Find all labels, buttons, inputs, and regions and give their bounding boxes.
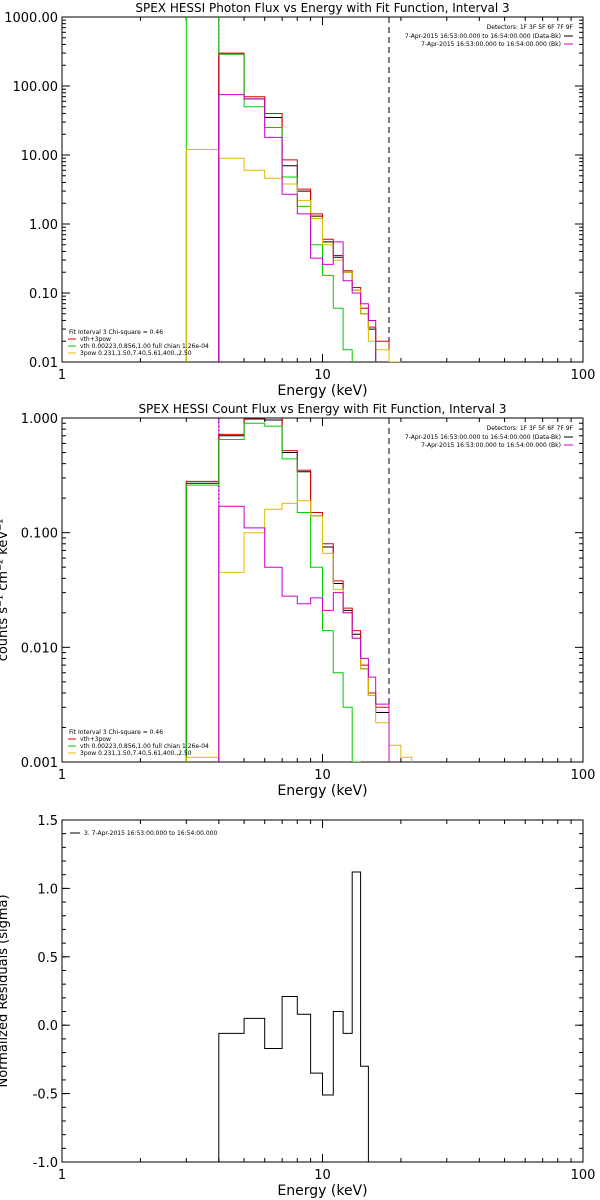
x-tick-label: 1 [58, 1168, 66, 1183]
data-layer [185, 418, 413, 762]
legend-left-label: vth 0.00223,0.856,1.00 full chian 1.26e-… [80, 343, 209, 350]
series-data [218, 53, 377, 362]
legend-left-label: vth+3pow [80, 736, 111, 743]
chart-panel-3: 1 10 100 Energy (keV) -1.0 -0.5 0.0 0.5 1.0 1.5 No… [0, 814, 596, 1199]
legend-label: 3. 7-Apr-2015 16:53:00.000 to 16:54:00.0… [84, 830, 217, 837]
plot-frame [61, 16, 584, 363]
legend-left-label: vth 0.00223,0.856,1.00 full chian 1.26e-… [80, 743, 209, 750]
y-tick-label: 100.00 [13, 80, 59, 95]
y-tick-label: -1.0 [33, 1156, 58, 1171]
y-tick-label: 10.00 [21, 149, 58, 164]
series-3pow [185, 500, 413, 762]
y-tick-label: 0.010 [21, 641, 58, 656]
series-vth [185, 422, 362, 762]
y-tick-label: 0.100 [21, 527, 58, 542]
y-axis-label: Normalized Residuals (sigma) [0, 894, 11, 1087]
series-background [218, 505, 390, 762]
y-tick-label: 0.001 [21, 756, 58, 771]
y-tick-label: 1.000 [21, 412, 58, 427]
x-tick-label: 100 [571, 368, 596, 383]
series-3pow [185, 149, 402, 362]
y-tick-label: -0.5 [33, 1088, 58, 1103]
y-tick-label: 0.5 [37, 951, 58, 966]
y-tick-label: 1.5 [37, 814, 58, 829]
legend-left-label: 3pow 0.231,1.50,7.40,5.61,400.,2.50 [80, 350, 192, 357]
series-vth-3pow [218, 52, 390, 362]
series-background [218, 94, 377, 362]
x-axis-label: Energy (keV) [277, 783, 367, 799]
legend-right-label: 7-Apr-2015 16:53:00.000 to 16:54:00.000 … [405, 434, 561, 441]
data-layer [185, 17, 402, 362]
legend-right-label: 7-Apr-2015 16:53:00.000 to 16:54:00.000 … [421, 442, 561, 449]
legend-right-label: 7-Apr-2015 16:53:00.000 to 16:54:00.000 … [421, 41, 561, 48]
legend-fit-header: Fit Interval 3 Chi-square = 0.46 [69, 729, 163, 736]
y-tick-label: 1.00 [29, 218, 58, 233]
x-tick-label: 100 [571, 1168, 596, 1183]
series-residuals [218, 871, 369, 1162]
y-tick-label: 0.01 [29, 356, 58, 371]
chart-panel-2: SPEX HESSI Count Flux vs Energy with Fit… [0, 402, 596, 799]
y-tick-label: 1.0 [37, 882, 58, 897]
chart-panel-1: SPEX HESSI Photon Flux vs Energy with Fi… [4, 1, 596, 399]
x-axis-label: Energy (keV) [277, 383, 367, 399]
plot-frame [61, 819, 584, 1163]
legend-fit-header: Fit Interval 3 Chi-square = 0.46 [69, 329, 163, 336]
x-tick-label: 10 [314, 768, 331, 783]
legend-detectors: Detectors: 1F 3F 5F 6F 7F 9F [487, 24, 574, 31]
legend-left-label: 3pow 0.231,1.50,7.40,5.61,400.,2.50 [80, 750, 192, 757]
x-tick-label: 1 [58, 768, 66, 783]
legend-right-label: 7-Apr-2015 16:53:00.000 to 16:54:00.000 … [405, 33, 561, 40]
chart-title: SPEX HESSI Photon Flux vs Energy with Fi… [135, 1, 509, 15]
y-tick-label: 0.10 [29, 287, 58, 302]
x-axis-label: Energy (keV) [277, 1183, 367, 1199]
y-tick-label: 1000.00 [4, 11, 58, 26]
x-tick-label: 100 [571, 768, 596, 783]
y-tick-label: 0.0 [37, 1019, 58, 1034]
series-vth-3pow [185, 418, 390, 762]
x-tick-label: 10 [314, 368, 331, 383]
legend-detectors: Detectors: 1F 3F 5F 6F 7F 9F [487, 425, 574, 432]
x-tick-label: 10 [314, 1168, 331, 1183]
legend-left-label: vth+3pow [80, 336, 111, 343]
data-layer [218, 871, 369, 1162]
chart-title: SPEX HESSI Count Flux vs Energy with Fit… [138, 402, 506, 416]
series-vth [185, 17, 353, 362]
x-tick-label: 1 [58, 368, 66, 383]
y-axis-label: counts s⁻¹ cm⁻² keV⁻¹ [0, 519, 11, 662]
